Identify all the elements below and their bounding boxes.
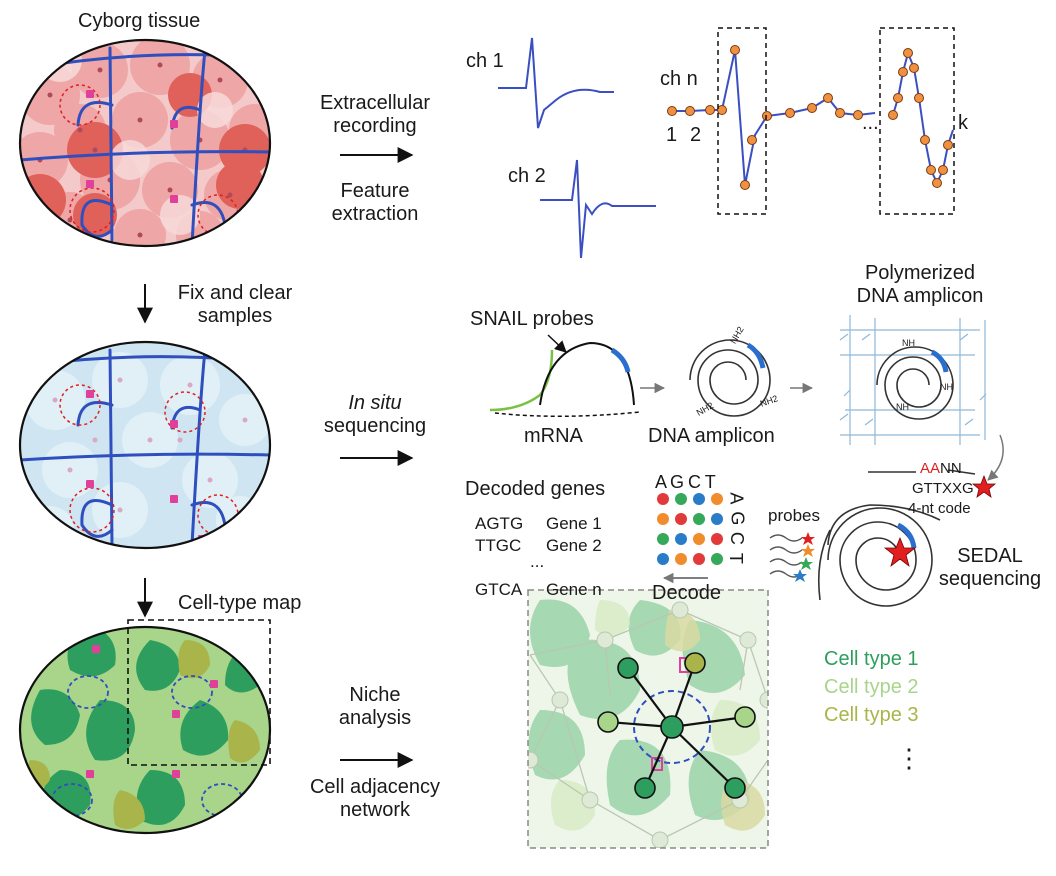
waveform-ch1 [498,37,614,129]
probe-lines [769,532,815,582]
decoded-row-1-code: AGTG [475,514,524,533]
step-feature-line1: Feature [340,180,410,202]
decode-label: Decode [652,582,721,604]
niche-label: Niche analysis [300,684,450,730]
aann-red: AA [920,460,941,477]
insitu-line2: sequencing [323,415,427,437]
grid-side-t: T [725,552,746,564]
aann-label: AANN [920,460,962,477]
step-recording-line1: Extracellular [319,92,431,114]
insitu-line1: In situ [348,392,402,414]
polymerized-line1: Polymerized [864,262,976,284]
grid-side-a: A [726,492,747,505]
waveform-chn [667,27,955,215]
cyborg-tissue-circle [20,40,270,246]
legend-celltype-3: Cell type 3 [824,704,919,726]
ch1-label: ch 1 [466,50,504,72]
decoded-row-3-code: ... [530,552,545,571]
nh-label-b: NH [940,382,953,392]
fix-clear-line1: Fix and clear [177,282,293,304]
step-recording-label: Extracellular recording [300,92,450,138]
dna-amplicon-label: DNA amplicon [648,425,775,447]
niche-network [528,590,768,848]
decoded-row-4-code: GTCA [475,580,523,599]
polymerized-amplicon [839,315,987,445]
code-label: 4-nt code [908,500,971,517]
insitu-label: In situ sequencing [300,392,450,438]
polymerized-label: Polymerized DNA amplicon [820,262,1020,308]
dna-amplicon-spiral [689,339,771,417]
index-1: 1 [666,124,678,146]
celltype-map-label: Cell-type map [178,592,302,614]
niche-line2: analysis [338,707,412,729]
legend-more: ⋮ [896,743,922,773]
decoded-row-4-gene: Gene n [546,580,602,599]
grid-side-g: G [727,511,748,526]
nh-label-c: NH [896,402,909,412]
step-feature-label: Feature extraction [300,180,450,226]
cleared-tissue-circle [20,342,270,548]
step-feature-line2: extraction [331,203,419,225]
fix-clear-label: Fix and clear samples [160,282,310,328]
snail-probe-diagram [489,334,641,418]
adjacency-label: Cell adjacency network [290,776,460,822]
grid-top-label: A G C T [655,472,716,492]
nh-label-a: NH [902,338,915,348]
decoded-genes-title: Decoded genes [465,478,606,500]
decoded-row-2-code: TTGC [475,536,522,555]
sedal-line1: SEDAL [957,545,1023,567]
index-k: k [958,112,968,134]
adjacency-line1: Cell adjacency [309,776,441,798]
niche-box [527,589,769,849]
index-2: 2 [690,124,702,146]
decoded-row-1-gene: Gene 1 [546,514,602,533]
grid-side-c: C [726,531,747,545]
index-ellipsis: ... [862,112,879,134]
mrna-label: mRNA [524,425,583,447]
legend-celltype-1: Cell type 1 [824,648,919,670]
waveform-ch2 [540,159,656,259]
zoom-box [127,619,271,766]
step-recording-line2: recording [333,115,417,137]
aann-black: NN [940,460,962,477]
decode-grid [657,493,723,565]
ch2-label: ch 2 [508,165,546,187]
niche-line1: Niche [349,684,401,706]
sedal-diagram [817,469,997,607]
decoded-row-2-gene: Gene 2 [546,536,602,555]
polymerized-line2: DNA amplicon [856,285,984,307]
cyborg-title: Cyborg tissue [78,10,201,32]
probes-label: probes [768,506,820,525]
adjacency-line2: network [339,799,411,821]
chn-label: ch n [660,68,698,90]
sedal-label: SEDAL sequencing [930,545,1050,591]
sedal-line2: sequencing [938,568,1042,590]
legend-celltype-2: Cell type 2 [824,676,919,698]
fix-clear-line2: samples [197,305,273,327]
snail-probes-label: SNAIL probes [470,308,594,330]
gttxxg-label: GTTXXG [912,480,974,497]
celltype-map-circle [20,627,270,833]
